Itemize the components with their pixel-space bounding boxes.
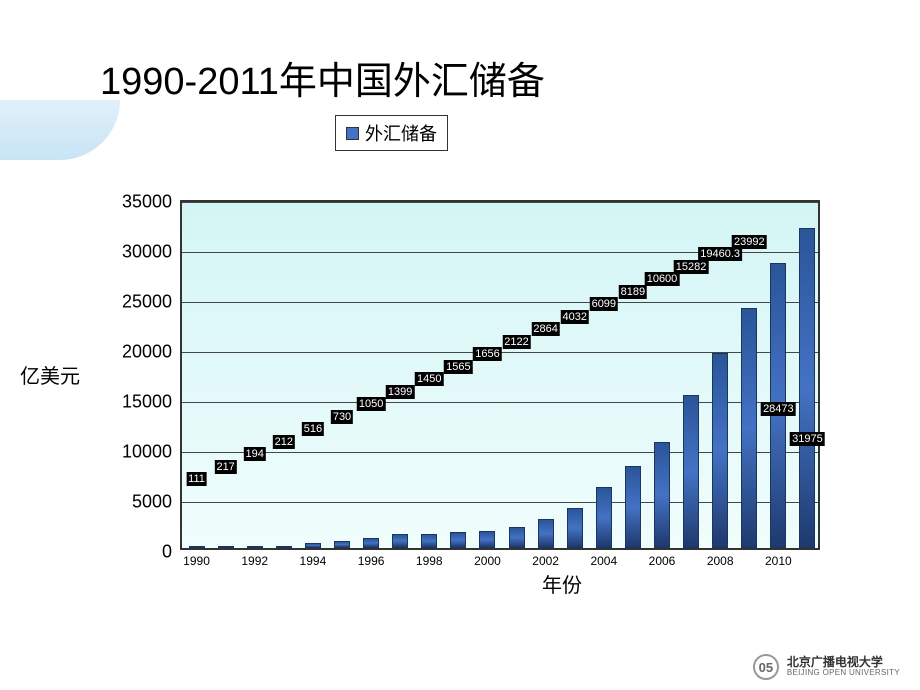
data-label: 8189 [619,285,647,299]
data-label: 10600 [645,272,680,286]
bar [538,519,554,548]
x-tick-label: 2004 [590,554,617,568]
data-label: 2122 [502,335,530,349]
data-label: 19460.3 [698,247,742,261]
data-label: 1399 [386,385,414,399]
bar [799,228,815,548]
x-tick-label: 2006 [649,554,676,568]
data-label: 2864 [531,322,559,336]
bar [421,534,437,549]
data-label: 31975 [790,432,825,446]
bar [218,546,234,548]
bar [509,527,525,548]
data-label: 1450 [415,372,443,386]
bar [596,487,612,548]
page-number-badge: 05 [753,654,779,680]
bar [479,531,495,548]
data-label: 1050 [357,397,385,411]
y-tick-label: 25000 [112,292,172,313]
x-tick-label: 1994 [300,554,327,568]
y-tick-label: 30000 [112,242,172,263]
x-tick-label: 1998 [416,554,443,568]
data-label: 516 [302,422,324,436]
bar [363,538,379,549]
x-tick-label: 1996 [358,554,385,568]
legend: 外汇储备 [335,115,448,151]
y-tick-label: 20000 [112,342,172,363]
y-tick-label: 15000 [112,392,172,413]
x-tick-label: 2000 [474,554,501,568]
bar [247,546,263,548]
bar [392,534,408,548]
bar [276,546,292,548]
bar [654,442,670,548]
bar [683,395,699,548]
footer-logo: 05 北京广播电视大学 BEIJING OPEN UNIVERSITY [753,654,900,680]
y-tick-label: 5000 [112,492,172,513]
chart-container: 亿美元 年份 050001000015000200002500030000350… [100,200,830,620]
bar [741,308,757,548]
plot-area: 年份 0500010000150002000025000300003500019… [180,200,820,550]
bar [712,353,728,548]
grid-line [182,202,818,203]
y-tick-label: 35000 [112,192,172,213]
x-tick-label: 2010 [765,554,792,568]
data-label: 23992 [732,235,767,249]
x-tick-label: 2002 [532,554,559,568]
data-label: 1656 [473,347,501,361]
legend-swatch [346,127,359,140]
data-label: 111 [186,472,207,486]
data-label: 1565 [444,360,472,374]
x-tick-label: 1992 [241,554,268,568]
data-label: 6099 [590,297,618,311]
data-label: 217 [214,460,236,474]
data-label: 730 [331,410,353,424]
bar [305,543,321,548]
bar [567,508,583,548]
data-label: 194 [244,447,266,461]
bar [625,466,641,548]
x-tick-label: 1990 [183,554,210,568]
data-label: 28473 [761,402,796,416]
background-curve [0,100,120,160]
legend-label: 外汇储备 [365,120,437,146]
x-axis-label: 年份 [542,569,582,598]
bar [334,541,350,548]
y-tick-label: 0 [112,542,172,563]
org-name-en: BEIJING OPEN UNIVERSITY [787,669,900,678]
logo-text: 北京广播电视大学 BEIJING OPEN UNIVERSITY [787,656,900,678]
data-label: 212 [273,435,295,449]
bar [189,546,205,548]
data-label: 15282 [674,260,709,274]
y-tick-label: 10000 [112,442,172,463]
slide-title: 1990-2011年中国外汇储备 [100,50,545,105]
x-tick-label: 2008 [707,554,734,568]
bar [450,532,466,548]
data-label: 4032 [560,310,588,324]
grid-line [182,302,818,303]
y-axis-label: 亿美元 [20,360,80,389]
